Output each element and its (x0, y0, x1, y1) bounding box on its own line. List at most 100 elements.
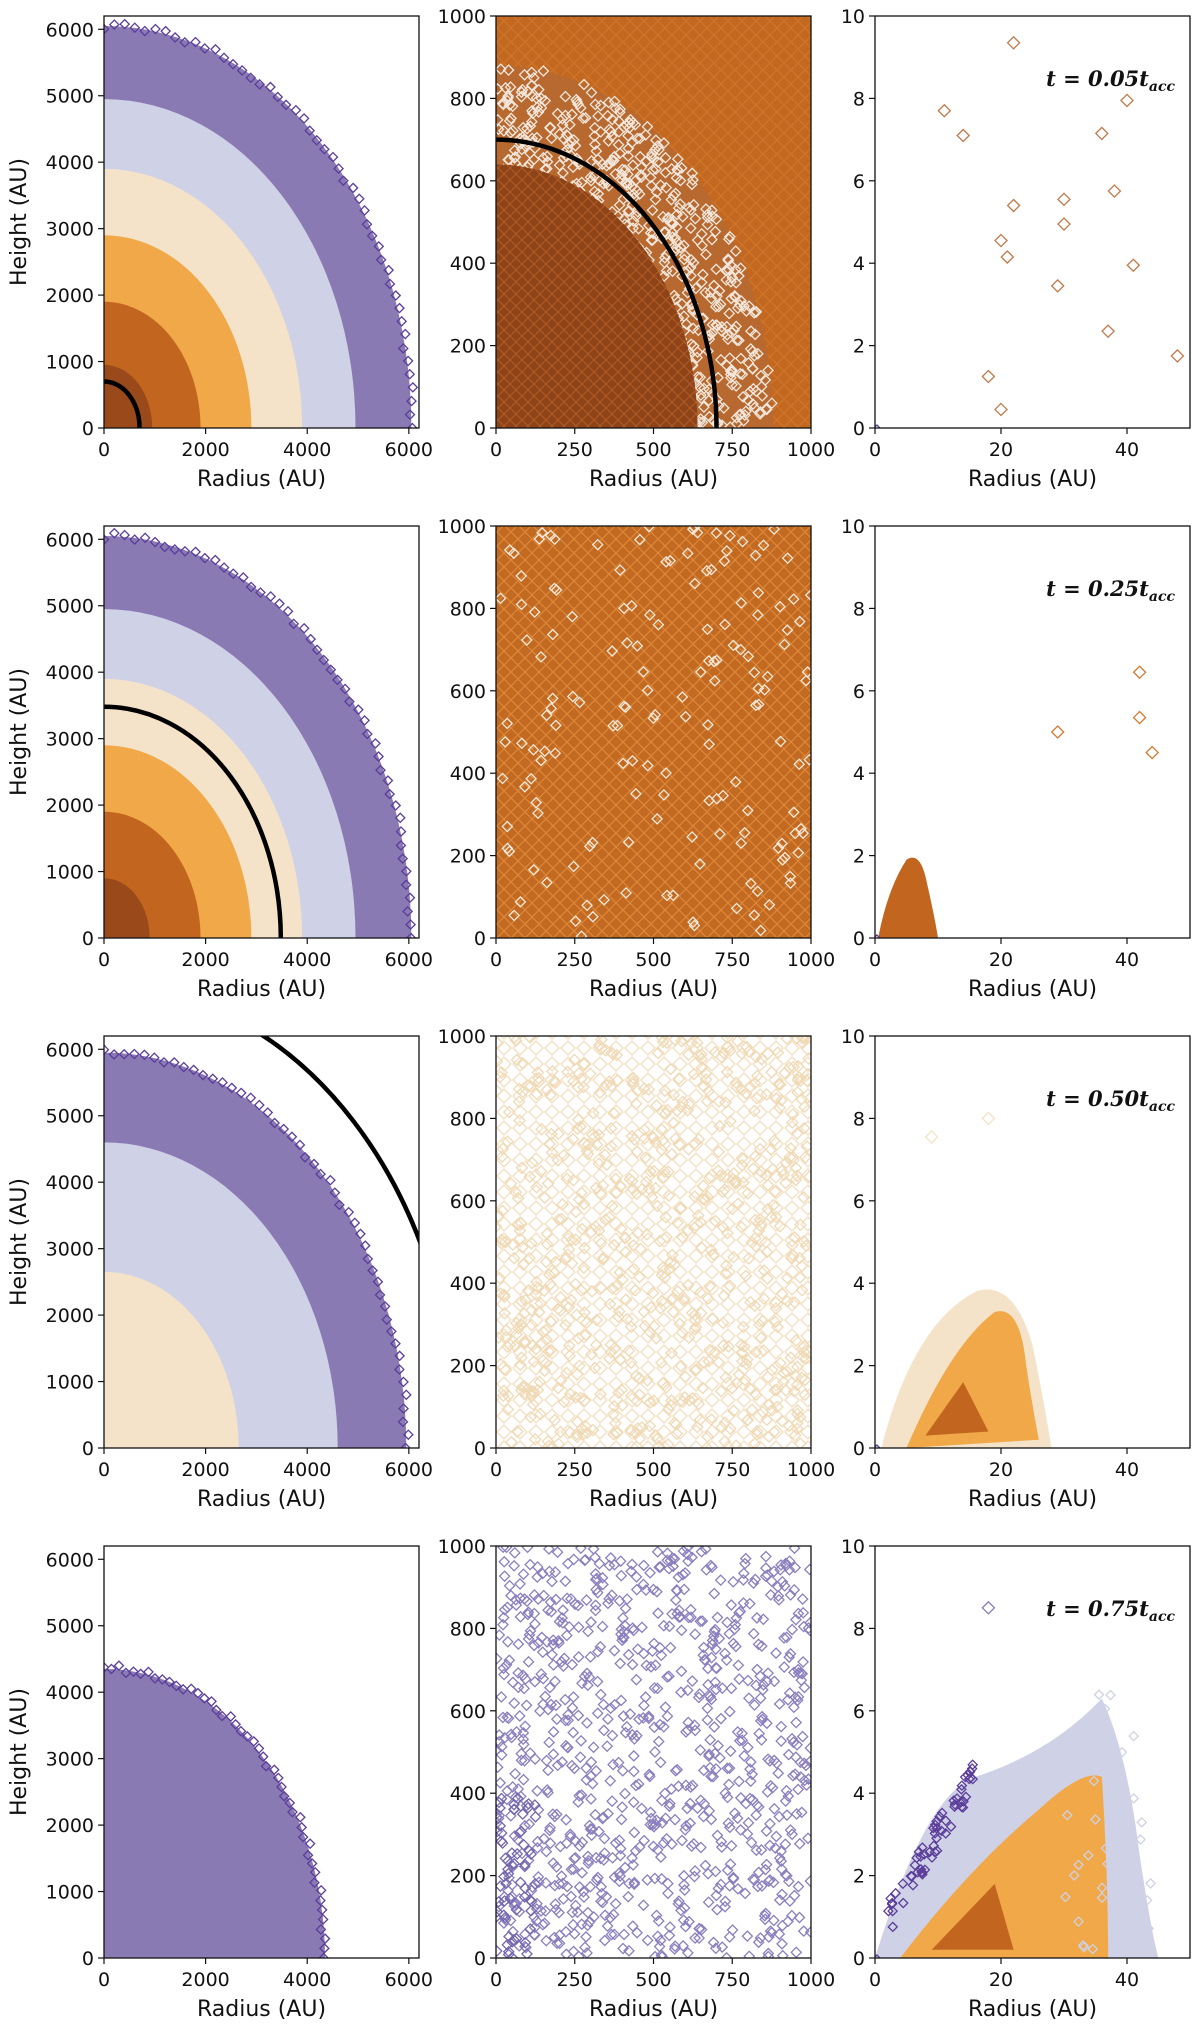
cream-particle (755, 1052, 769, 1066)
purple-particle (739, 1552, 752, 1565)
cream-particle (543, 1137, 556, 1151)
purple-particle (757, 1613, 770, 1626)
purple-particle (550, 1713, 563, 1726)
x-tick-label: 500 (635, 439, 671, 461)
purple-particle (663, 1929, 676, 1942)
scatter-particle (1061, 1809, 1073, 1821)
edge-particle (353, 193, 365, 205)
purple-particle (524, 1923, 537, 1935)
x-tick-label: 0 (490, 949, 502, 971)
purple-particle (669, 1813, 681, 1826)
edge-particle (393, 1364, 405, 1375)
cream-particle (769, 1210, 783, 1224)
time-value: t = 0.25t (1046, 576, 1149, 601)
band-particle (667, 217, 680, 230)
purple-particle (712, 1739, 724, 1752)
purple-particle (759, 1913, 772, 1926)
cream-particle (638, 1319, 652, 1333)
edge-particle (948, 1795, 960, 1807)
cream-particle (498, 1290, 511, 1304)
purple-particle (567, 1945, 580, 1958)
purple-particle (500, 1658, 513, 1671)
scatter-particle (1090, 1814, 1101, 1825)
light-particle (751, 609, 764, 621)
purple-particle (509, 1791, 522, 1804)
cream-particle (748, 1299, 762, 1313)
purple-particle (572, 1796, 585, 1808)
y-tick-label: 10 (841, 1026, 865, 1048)
cream-particle (540, 1083, 554, 1097)
shell-cream (104, 1271, 239, 1448)
band-particle (579, 111, 592, 124)
edge-particle (253, 1099, 265, 1111)
purple-particle (619, 1787, 631, 1800)
cream-particle (534, 1296, 548, 1310)
purple-particle (661, 1671, 674, 1683)
purple-particle (517, 1568, 530, 1581)
cream-particle (799, 1239, 811, 1253)
edge-particle (108, 1049, 120, 1060)
x-tick-label: 1000 (787, 1969, 835, 1991)
purple-particle (746, 1793, 759, 1806)
cream-particle (632, 1371, 646, 1385)
band-particle (726, 378, 738, 391)
purple-particle (654, 1718, 666, 1731)
purple-particle (719, 1787, 732, 1800)
purple-particle (802, 1832, 811, 1845)
purple-particle (568, 1852, 581, 1865)
cream-particle (704, 1413, 718, 1426)
band-particle (725, 326, 738, 339)
cream-particle (530, 1180, 544, 1194)
cream-particle (509, 1185, 523, 1199)
purple-particle (708, 1587, 721, 1600)
purple-particle (586, 1823, 599, 1836)
cream-particle (523, 1170, 537, 1184)
y-tick-label: 1000 (46, 1882, 94, 1904)
band-particle (645, 179, 658, 192)
purple-particle (572, 1651, 585, 1663)
purple-particle (549, 1675, 561, 1688)
scatter-particle (1116, 1746, 1128, 1758)
band-particle (691, 346, 704, 359)
purple-particle (652, 1607, 664, 1620)
cream-particle (610, 1048, 624, 1062)
purple-particle (552, 1634, 565, 1647)
x-tick-label: 20 (989, 1969, 1013, 1991)
cream-particle (753, 1142, 767, 1156)
light-particle (679, 710, 692, 723)
band-particle (671, 208, 683, 221)
cream-particle (759, 1169, 773, 1182)
light-particle (649, 708, 662, 721)
cream-particle (783, 1150, 797, 1164)
cream-particle (735, 1083, 749, 1097)
cream-particle (630, 1440, 644, 1448)
purple-particle (543, 1681, 556, 1694)
cream-particle (539, 1323, 553, 1337)
cream-particle (750, 1069, 764, 1083)
cream-particle (554, 1374, 568, 1388)
light-particle (708, 674, 721, 687)
edge-particle (304, 1838, 316, 1850)
purple-particle (580, 1930, 592, 1943)
cream-particle (722, 1340, 735, 1353)
cream-particle (774, 1093, 788, 1107)
purple-particle (531, 1842, 544, 1854)
purple-particle (626, 1558, 638, 1571)
band-particle (644, 171, 657, 184)
purple-particle (650, 1814, 663, 1827)
cream-particle (496, 1204, 509, 1218)
purple-particle (584, 1651, 597, 1663)
cream-particle (735, 1220, 748, 1234)
cream-particle (604, 1122, 618, 1135)
cream-particle (496, 1055, 504, 1068)
cream-particle (700, 1441, 714, 1448)
scatter-particle (1088, 1775, 1100, 1787)
cream-particle (706, 1312, 720, 1326)
cream-particle (787, 1384, 801, 1398)
data-point (1107, 184, 1122, 199)
cream-particle (629, 1097, 643, 1111)
band-particle (704, 329, 716, 342)
scatter-particle (1108, 1802, 1120, 1814)
cream-particle (775, 1164, 789, 1178)
purple-particle (536, 1567, 549, 1580)
